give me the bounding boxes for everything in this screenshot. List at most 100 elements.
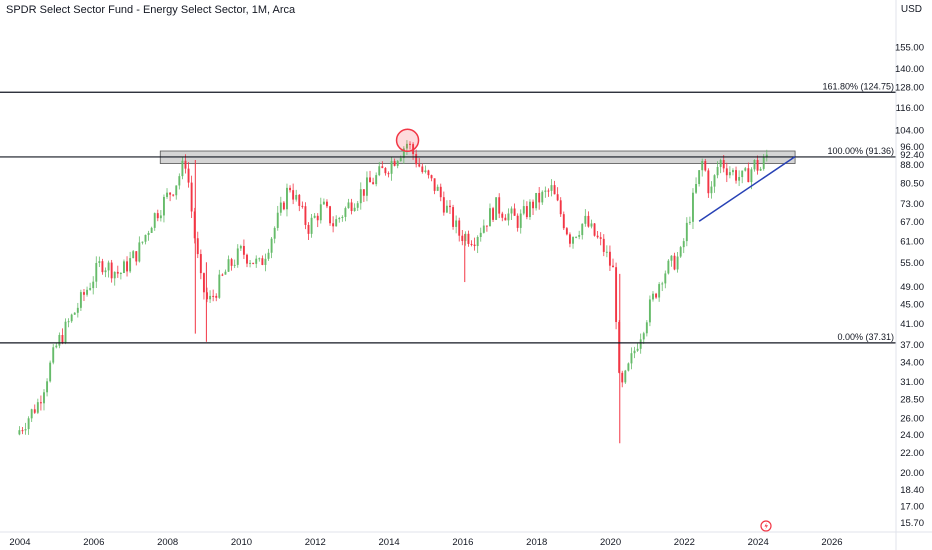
price-tick-label: 140.00 [895,64,924,75]
candle-down [430,175,433,179]
price-tick-label: 37.00 [900,340,924,351]
candle-up [233,264,236,266]
time-tick-label: 2020 [600,537,621,548]
candle-down [101,261,104,273]
candle-up [344,208,347,217]
candle-down [421,166,424,172]
candle-down [492,208,495,220]
candle-down [252,262,255,264]
price-tick-label: 128.00 [895,82,924,93]
candle-down [756,159,759,171]
candle-up [86,289,89,295]
candle-up [541,191,544,203]
candle-down [409,143,411,145]
candle-up [138,242,141,262]
candle-down [190,182,193,212]
time-tick-label: 2014 [379,537,400,548]
candle-up [43,392,45,404]
price-tick-label: 17.00 [900,502,924,513]
candle-down [707,170,710,194]
candle-up [79,292,82,308]
highlight-circle [395,128,420,153]
candle-down [532,201,534,209]
candle-up [544,190,547,192]
candle-down [415,154,418,165]
time-tick-label: 2022 [674,537,695,548]
candle-up [535,192,538,209]
candle-down [33,409,36,413]
candle-up [129,258,132,272]
candle-down [485,225,488,227]
candle-up [479,232,482,237]
candle-up [584,215,587,224]
ascending-trendline [698,155,796,222]
candle-up [147,232,150,235]
candle-down [156,213,159,219]
price-tick-label: 155.00 [895,43,924,54]
candle-up [701,161,704,171]
candle-up [716,166,719,176]
candle-down [362,189,365,196]
time-tick-label: 2018 [526,537,547,548]
candle-up [529,201,531,218]
candle-up [46,381,49,393]
price-tick-label: 116.00 [896,103,924,114]
candle-down [215,295,218,298]
candle-up [510,208,513,214]
price-tick-label: 15.70 [900,518,924,529]
candle-up [295,194,298,200]
price-tick-label: 31.00 [900,377,924,388]
candle-down [568,234,571,244]
candle-up [676,256,679,270]
candle-down [206,292,208,300]
candle-up [279,202,282,213]
candle-up [648,299,651,323]
candle-up [578,235,581,237]
price-tick-label: 67.00 [900,217,924,228]
candle-down [439,186,442,198]
candle-up [162,196,165,216]
candle-down [593,223,596,236]
fib-level-label: 0.00% (37.31) [837,332,894,342]
candle-down [442,197,445,213]
candle-up [682,241,685,248]
candle-up [27,418,30,430]
price-tick-label: 22.00 [900,448,924,459]
candle-down [565,228,568,235]
candle-up [688,221,691,223]
candle-up [73,312,76,315]
candle-up [405,143,408,149]
candle-down [110,262,113,279]
candle-down [470,243,473,245]
candle-up [550,185,553,191]
candle-down [458,220,461,236]
candle-up [52,347,55,363]
candle-down [326,201,328,207]
candle-up [664,273,667,284]
price-tick-label: 92.40 [900,150,924,161]
time-tick-label: 2004 [9,537,30,548]
candle-down [384,168,387,174]
candle-down [467,233,470,244]
candle-down [547,190,550,192]
candle-up [273,227,276,239]
price-tick-label: 28.50 [900,394,924,405]
candle-up [107,262,110,271]
candle-down [562,214,565,229]
price-tick-label: 41.00 [900,319,924,330]
candle-up [455,220,458,227]
candle-up [695,183,698,193]
candle-up [685,222,688,242]
candle-down [187,168,190,183]
candle-up [95,262,98,282]
candle-up [64,321,67,343]
candle-down [556,194,559,201]
candle-up [276,212,279,228]
candle-down [381,166,384,169]
price-tick-label: 20.00 [900,468,924,479]
candle-up [575,236,578,238]
candle-up [255,258,258,264]
candle-up [630,353,633,364]
candle-up [667,260,670,274]
